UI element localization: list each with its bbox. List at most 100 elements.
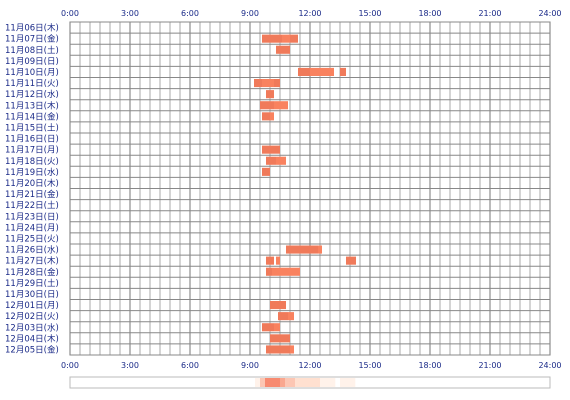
activity-segment (254, 79, 262, 88)
row-label: 11月29日(土) (5, 278, 59, 289)
activity-segment (270, 301, 286, 310)
activity-segment (272, 267, 300, 276)
row-label: 11月28日(金) (5, 267, 59, 278)
x-tick-label: 3:00 (121, 361, 139, 370)
row-label: 11月14日(金) (5, 111, 59, 122)
activity-segment (262, 112, 270, 121)
heat-cell (340, 378, 346, 387)
row-label: 11月22日(土) (5, 200, 59, 211)
x-tick-label: 15:00 (358, 361, 381, 370)
activity-segment (288, 312, 294, 321)
activity-segment (346, 256, 356, 265)
row-label: 11月19日(水) (5, 167, 59, 178)
x-tick-label: 21:00 (478, 361, 501, 370)
row-label: 11月25日(火) (5, 234, 59, 244)
row-label: 11月20日(木) (5, 178, 59, 189)
activity-segment (340, 67, 346, 76)
row-label: 11月27日(木) (5, 256, 59, 267)
heat-cell (300, 378, 306, 387)
activity-segment (274, 101, 288, 110)
row-label: 11月09日(日) (5, 57, 59, 67)
activity-segments (254, 34, 356, 354)
activity-segment (290, 345, 294, 354)
activity-segment (276, 156, 286, 165)
heat-cell (305, 378, 311, 387)
x-tick-label: 0:00 (61, 9, 79, 18)
row-label: 12月03日(水) (5, 322, 59, 333)
activity-segment (266, 345, 290, 354)
x-tick-label: 18:00 (418, 9, 441, 18)
activity-segment (262, 167, 270, 176)
row-label: 11月08日(土) (5, 45, 59, 56)
row-label: 11月07日(金) (5, 34, 59, 45)
x-tick-label: 3:00 (121, 9, 139, 18)
x-tick-label: 9:00 (241, 9, 259, 18)
x-tick-label: 18:00 (418, 361, 441, 370)
activity-segment (318, 245, 322, 254)
activity-segment (270, 334, 290, 343)
heat-cell (320, 378, 326, 387)
activity-segment (262, 79, 274, 88)
heat-summary-bar (69, 376, 551, 389)
heat-cell (330, 378, 336, 387)
row-label: 11月23日(日) (5, 212, 59, 222)
grid (69, 21, 551, 356)
x-tick-label: 0:00 (61, 361, 79, 370)
row-label: 11月16日(日) (5, 135, 59, 145)
row-label: 12月04日(木) (5, 333, 59, 344)
x-tick-label: 12:00 (298, 361, 321, 370)
x-tick-label: 21:00 (478, 9, 501, 18)
heat-cell (285, 378, 291, 387)
activity-segment (262, 34, 282, 43)
x-tick-label: 6:00 (181, 9, 199, 18)
heat-cell (295, 378, 301, 387)
x-tick-label: 24:00 (538, 9, 561, 18)
x-axis-top-ticks: 0:00 3:00 6:00 9:00 12:00 15:00 18:00 21:00 24:0… (61, 9, 562, 18)
row-label: 11月18日(火) (5, 157, 59, 167)
heat-cell (290, 378, 296, 387)
heat-cell (315, 378, 321, 387)
x-tick-label: 6:00 (181, 361, 199, 370)
heat-cell (265, 378, 271, 387)
row-label: 11月21日(金) (5, 189, 59, 200)
x-tick-label: 12:00 (298, 9, 321, 18)
activity-segment (286, 245, 318, 254)
row-label: 11月12日(水) (5, 89, 59, 100)
row-label: 11月10日(月) (5, 68, 59, 78)
activity-segment (266, 156, 276, 165)
activity-segment (266, 267, 272, 276)
activity-segment (278, 312, 288, 321)
activity-segment (274, 323, 280, 332)
activity-segment (298, 67, 310, 76)
row-label: 12月02日(火) (5, 312, 59, 322)
activity-segment (310, 67, 334, 76)
heat-cell (260, 378, 266, 387)
x-tick-label: 9:00 (241, 361, 259, 370)
activity-segment (276, 45, 290, 54)
heat-cell (325, 378, 331, 387)
row-label: 11月11日(火) (5, 79, 59, 89)
activity-segment (274, 79, 280, 88)
heat-cell (270, 378, 276, 387)
heat-cell (350, 378, 356, 387)
x-tick-label: 24:00 (538, 361, 561, 370)
activity-segment (262, 323, 274, 332)
row-label: 11月26日(水) (5, 245, 59, 256)
activity-segment (266, 90, 274, 99)
activity-segment (282, 34, 290, 43)
activity-segment (260, 101, 274, 110)
activity-segment (266, 256, 274, 265)
activity-segment (276, 256, 280, 265)
heat-cell (345, 378, 351, 387)
row-label: 11月24日(月) (5, 223, 59, 233)
heat-cell (275, 378, 281, 387)
row-label: 11月30日(日) (5, 290, 59, 300)
row-label: 11月13日(木) (5, 100, 59, 111)
row-label: 12月05日(金) (5, 344, 59, 355)
activity-segment (270, 112, 274, 121)
x-axis-bottom-ticks: 0:00 3:00 6:00 9:00 12:00 15:00 18:00 21:00 24:0… (61, 361, 562, 370)
row-label: 11月06日(木) (5, 23, 59, 34)
row-label: 11月15日(土) (5, 122, 59, 133)
x-tick-label: 15:00 (358, 9, 381, 18)
